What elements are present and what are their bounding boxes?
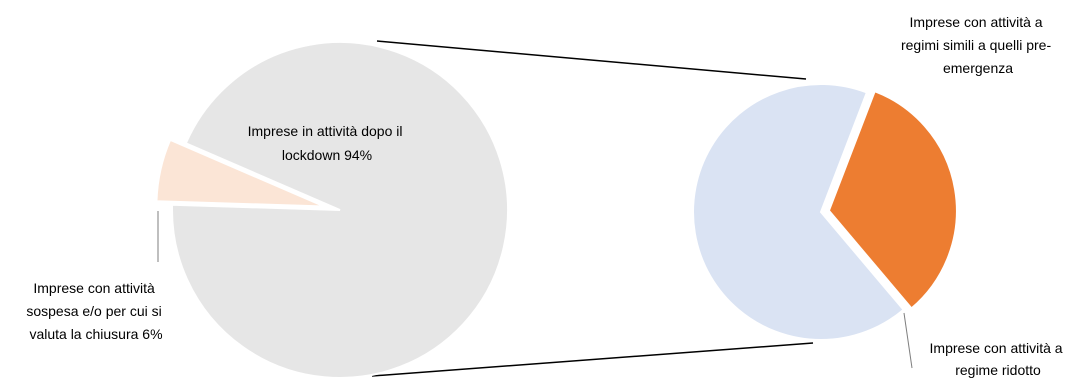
- slice-regimi-simili: [827, 89, 958, 310]
- label-regimi-simili-line-2: regimi simili a quelli pre-: [901, 37, 1051, 53]
- label-regime-ridotto-line-1: Imprese con attività a: [930, 340, 1063, 356]
- label-sospesa-line-1: Imprese con attività: [33, 280, 155, 296]
- label-regimi-simili-line-3: emergenza: [943, 60, 1013, 76]
- secondary-pie: [692, 83, 958, 341]
- slice-regime-ridotto: [692, 83, 906, 341]
- label-regimi-simili-line-1: Imprese con attività a: [910, 14, 1043, 30]
- label-regimi-simili: Imprese con attività a regimi simili a q…: [901, 14, 1055, 76]
- main-pie: [155, 41, 509, 378]
- connector-line-top: [376, 40, 807, 80]
- slice-sospesa: [155, 138, 325, 208]
- label-in-attivita: Imprese in attività dopo il lockdown 94%: [248, 123, 407, 163]
- label-sospesa-line-2: sospesa e/o per cui si: [26, 303, 161, 319]
- label-regime-ridotto-line-2: regime ridotto: [955, 362, 1041, 378]
- label-regime-ridotto: Imprese con attività a regime ridotto: [930, 340, 1067, 378]
- slice-in-attivita: [171, 41, 509, 378]
- label-in-attivita-line-2: lockdown 94%: [282, 147, 372, 163]
- label-sospesa-line-3: valuta la chiusura 6%: [29, 326, 162, 342]
- label-in-attivita-line-1: Imprese in attività dopo il: [248, 123, 403, 139]
- label-sospesa: Imprese con attività sospesa e/o per cui…: [26, 280, 165, 342]
- connector-line-bottom: [371, 342, 814, 377]
- leader-line-regime-ridotto: [903, 312, 913, 369]
